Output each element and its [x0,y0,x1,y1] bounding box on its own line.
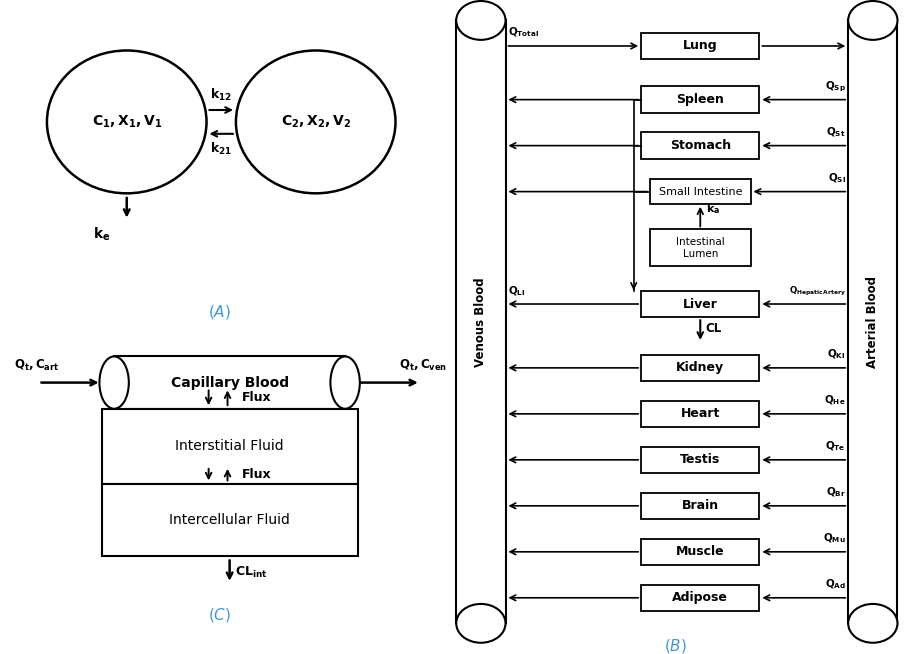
Ellipse shape [100,356,129,409]
Text: Arterial Blood: Arterial Blood [866,276,879,368]
Bar [456,20,506,623]
Text: Liver: Liver [683,298,718,311]
Text: $\mathbf{k_e}$: $\mathbf{k_e}$ [93,226,110,243]
Text: Heart: Heart [680,407,720,421]
Text: Q$_{\mathbf{SI}}$: Q$_{\mathbf{SI}}$ [827,171,845,185]
Text: Q$_{\mathbf{Te}}$: Q$_{\mathbf{Te}}$ [825,440,845,453]
Ellipse shape [456,1,506,40]
Text: Brain: Brain [682,499,719,512]
Text: Q$_{\mathbf{Ad}}$: Q$_{\mathbf{Ad}}$ [824,577,845,591]
Bar [641,354,760,381]
Ellipse shape [236,50,395,194]
Text: $\mathbf{Q_t, C_{ven}}$: $\mathbf{Q_t, C_{ven}}$ [399,358,446,373]
Bar [641,132,760,159]
Text: Testis: Testis [680,453,720,466]
Ellipse shape [47,50,206,194]
Ellipse shape [456,604,506,643]
Text: $\mathbf{k_{12}}$: $\mathbf{k_{12}}$ [210,86,232,103]
Text: $(C)$: $(C)$ [207,606,231,624]
Text: Flux: Flux [242,468,272,481]
Text: Q$_{\mathbf{He}}$: Q$_{\mathbf{He}}$ [824,394,845,407]
Ellipse shape [331,356,360,409]
Text: Venous Blood: Venous Blood [475,277,488,367]
Ellipse shape [848,1,897,40]
Text: $\mathbf{C_2, X_2, V_2}$: $\mathbf{C_2, X_2, V_2}$ [280,114,351,130]
Bar [641,585,760,611]
Text: Lung: Lung [683,39,718,52]
Text: Q$_{\mathbf{Total}}$: Q$_{\mathbf{Total}}$ [508,25,540,39]
Text: Intercellular Fluid: Intercellular Fluid [169,513,290,527]
Text: Adipose: Adipose [672,591,729,604]
Bar [848,20,897,623]
Bar [641,33,760,60]
Text: Spleen: Spleen [677,93,724,106]
Bar [101,484,358,556]
Text: Intestinal
Lumen: Intestinal Lumen [676,237,725,258]
Text: Q$_{\mathbf{Li}}$: Q$_{\mathbf{Li}}$ [509,284,526,298]
Text: Q$_{\mathbf{Mu}}$: Q$_{\mathbf{Mu}}$ [823,532,845,545]
Text: CL$_{\mathbf{int}}$: CL$_{\mathbf{int}}$ [235,564,268,580]
Text: Q$_{\mathbf{Sp}}$: Q$_{\mathbf{Sp}}$ [824,80,845,94]
Text: k$_{\mathbf{a}}$: k$_{\mathbf{a}}$ [706,203,720,216]
Text: Kidney: Kidney [677,362,724,374]
Text: Q$_{\mathbf{Br}}$: Q$_{\mathbf{Br}}$ [825,486,845,500]
Bar [641,538,760,565]
Text: $(B)$: $(B)$ [664,638,687,654]
Text: $\mathbf{k_{21}}$: $\mathbf{k_{21}}$ [210,141,232,157]
Bar [641,492,760,519]
Bar [641,291,760,317]
Text: Interstitial Fluid: Interstitial Fluid [175,439,284,453]
Bar [641,447,760,473]
Text: $(A)$: $(A)$ [207,303,231,321]
Text: Small Intestine: Small Intestine [658,186,742,197]
Bar [641,86,760,113]
Ellipse shape [848,604,897,643]
Bar [101,409,358,484]
Bar [650,179,750,204]
Bar [641,400,760,427]
Text: Capillary Blood: Capillary Blood [171,375,289,390]
Text: $\mathbf{Q_t, C_{art}}$: $\mathbf{Q_t, C_{art}}$ [14,358,59,373]
Text: Stomach: Stomach [670,139,730,152]
Text: CL: CL [705,322,721,335]
Text: Q$_{\mathbf{Ki}}$: Q$_{\mathbf{Ki}}$ [827,348,845,362]
Text: $\mathbf{C_1, X_1, V_1}$: $\mathbf{C_1, X_1, V_1}$ [91,114,162,130]
Bar [650,230,750,266]
Text: Muscle: Muscle [676,545,725,559]
Text: Flux: Flux [242,391,272,404]
Bar [114,356,345,409]
Text: Q$_{\mathbf{Hepatic Artery}}$: Q$_{\mathbf{Hepatic Artery}}$ [789,285,845,298]
Text: Q$_{\mathbf{St}}$: Q$_{\mathbf{St}}$ [826,126,845,139]
